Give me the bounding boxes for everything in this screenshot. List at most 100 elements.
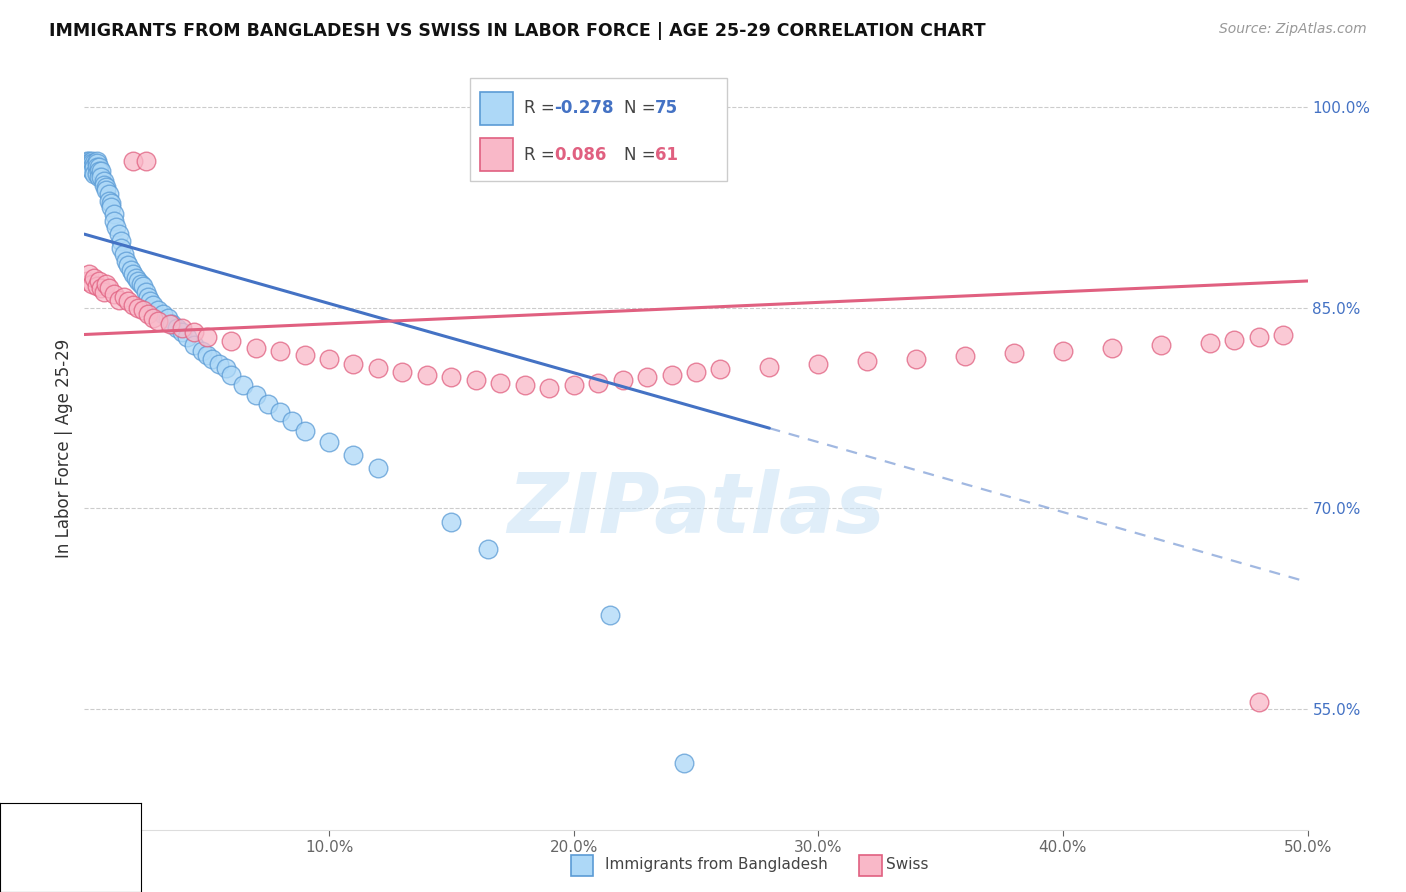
Point [83, 161, 105, 175]
Point [257, 397, 280, 411]
Point [117, 258, 139, 272]
Point [294, 348, 316, 362]
Point [120, 263, 142, 277]
Point [83, 167, 105, 181]
Point [136, 308, 159, 322]
Point [191, 343, 214, 358]
Point [112, 247, 135, 261]
Point [80, 164, 103, 178]
Point [136, 290, 159, 304]
Point [115, 253, 138, 268]
Point [87, 164, 110, 178]
Point [96, 183, 118, 197]
Point [562, 378, 585, 392]
Point [125, 271, 148, 285]
Point [232, 378, 254, 392]
Point [83, 156, 105, 170]
Point [76, 156, 98, 170]
Point [905, 351, 928, 366]
Point [440, 370, 463, 384]
Point [77, 268, 100, 282]
Text: Swiss: Swiss [886, 857, 928, 872]
Point [142, 311, 165, 326]
Point [152, 308, 174, 322]
Point [208, 357, 231, 371]
Point [953, 349, 976, 363]
Point [586, 376, 609, 390]
Point [440, 515, 463, 529]
Point [135, 285, 157, 299]
Point [219, 334, 242, 349]
Point [86, 153, 108, 168]
Point [245, 341, 267, 355]
Point [1198, 335, 1220, 350]
Point [96, 277, 118, 291]
Point [1002, 346, 1025, 360]
Point [86, 279, 108, 293]
Point [87, 274, 110, 288]
Point [195, 348, 218, 362]
Point [538, 381, 561, 395]
Point [77, 161, 100, 175]
Point [661, 368, 683, 382]
Point [464, 373, 486, 387]
Point [1247, 330, 1270, 344]
Point [513, 378, 536, 392]
Point [122, 298, 145, 312]
Y-axis label: In Labor Force | Age 25-29: In Labor Force | Age 25-29 [55, 339, 73, 558]
Point [96, 180, 118, 194]
Point [807, 357, 830, 371]
Point [103, 207, 125, 221]
Point [127, 301, 149, 315]
Point [195, 330, 218, 344]
FancyBboxPatch shape [859, 855, 882, 876]
Point [127, 274, 149, 288]
Point [172, 325, 194, 339]
Point [636, 370, 658, 384]
Point [90, 164, 112, 178]
Point [76, 274, 98, 288]
Point [215, 360, 238, 375]
Point [166, 321, 188, 335]
Point [132, 303, 155, 318]
Point [159, 317, 181, 331]
Point [477, 541, 499, 556]
Point [83, 271, 105, 285]
Point [367, 461, 389, 475]
Point [200, 351, 222, 366]
Point [1101, 341, 1123, 355]
Point [342, 448, 364, 462]
Point [599, 608, 621, 623]
Point [122, 153, 145, 168]
Point [103, 214, 125, 228]
Point [132, 279, 155, 293]
Point [107, 293, 129, 307]
Point [76, 153, 98, 168]
Point [176, 330, 198, 344]
Point [100, 196, 122, 211]
Point [391, 365, 413, 379]
Point [77, 153, 100, 168]
Point [281, 414, 304, 429]
Point [93, 174, 115, 188]
Point [1247, 695, 1270, 709]
Point [294, 424, 316, 438]
Point [146, 303, 169, 318]
Point [342, 357, 364, 371]
Point [172, 321, 194, 335]
Point [86, 156, 108, 170]
Point [367, 360, 389, 375]
Point [1150, 338, 1173, 352]
Text: Immigrants from Bangladesh: Immigrants from Bangladesh [605, 857, 827, 872]
Text: IMMIGRANTS FROM BANGLADESH VS SWISS IN LABOR FORCE | AGE 25-29 CORRELATION CHART: IMMIGRANTS FROM BANGLADESH VS SWISS IN L… [49, 22, 986, 40]
Point [117, 294, 139, 309]
Point [86, 161, 108, 175]
Point [110, 241, 132, 255]
Point [183, 338, 205, 352]
Point [103, 287, 125, 301]
Point [90, 169, 112, 184]
Point [97, 194, 120, 208]
Point [1223, 333, 1246, 347]
Point [87, 161, 110, 175]
Point [100, 201, 122, 215]
